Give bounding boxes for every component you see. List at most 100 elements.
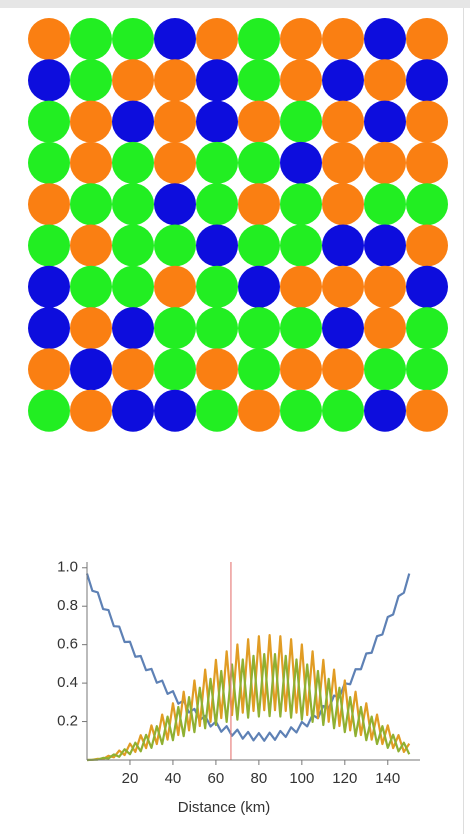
- grid-circle: [322, 141, 364, 184]
- grid-circle: [364, 224, 406, 267]
- grid-circle: [364, 59, 406, 102]
- grid-circle: [28, 183, 70, 226]
- grid-circle: [154, 59, 196, 102]
- grid-circle: [112, 18, 154, 60]
- grid-circle: [196, 18, 238, 60]
- grid-circle: [238, 100, 280, 143]
- grid-circle: [322, 348, 364, 391]
- grid-circle: [28, 348, 70, 391]
- grid-circle: [112, 141, 154, 184]
- grid-circle: [154, 265, 196, 308]
- grid-circle: [364, 141, 406, 184]
- x-axis-label: Distance (km): [178, 799, 271, 816]
- grid-circle: [364, 307, 406, 350]
- top-bar: [0, 0, 470, 8]
- grid-circle: [28, 224, 70, 267]
- grid-circle: [280, 265, 322, 308]
- grid-circle: [364, 100, 406, 143]
- circle-grid: [28, 18, 448, 432]
- line-chart: Distance (km) 20 40 60 80 100 120 140 0.2 0.4 0.6…: [57, 559, 420, 816]
- grid-circle: [238, 265, 280, 308]
- grid-circle: [238, 389, 280, 432]
- grid-circle: [322, 389, 364, 432]
- grid-circle: [154, 183, 196, 226]
- grid-circle: [406, 224, 448, 267]
- grid-circle: [238, 18, 280, 60]
- grid-circle: [196, 224, 238, 267]
- grid-circle: [28, 307, 70, 350]
- grid-circle: [70, 59, 112, 102]
- grid-circle: [238, 183, 280, 226]
- grid-circle: [112, 307, 154, 350]
- x-tick-label: 20: [122, 770, 139, 787]
- y-tick-label: 0.8: [57, 597, 78, 614]
- grid-circle: [70, 348, 112, 391]
- grid-circle: [364, 348, 406, 391]
- grid-circle: [112, 59, 154, 102]
- grid-circle: [28, 389, 70, 432]
- grid-circle: [364, 18, 406, 60]
- grid-circle: [70, 141, 112, 184]
- grid-circle: [154, 224, 196, 267]
- grid-circle: [196, 100, 238, 143]
- grid-circle: [70, 224, 112, 267]
- x-tick-label: 100: [289, 770, 314, 787]
- grid-circle: [364, 389, 406, 432]
- grid-circle: [28, 141, 70, 184]
- grid-circle: [196, 307, 238, 350]
- grid-circle: [112, 183, 154, 226]
- grid-circle: [364, 265, 406, 308]
- grid-circle: [196, 265, 238, 308]
- grid-circle: [112, 224, 154, 267]
- grid-circle: [406, 389, 448, 432]
- y-tick-label: 1.0: [57, 559, 78, 576]
- grid-circle: [154, 100, 196, 143]
- grid-circle: [70, 307, 112, 350]
- x-tick-label: 40: [165, 770, 182, 787]
- x-tick-label: 80: [251, 770, 268, 787]
- x-tick-label: 120: [332, 770, 357, 787]
- x-tick-label: 140: [375, 770, 400, 787]
- grid-circle: [112, 348, 154, 391]
- grid-circle: [70, 183, 112, 226]
- grid-circle: [322, 59, 364, 102]
- y-tick-label: 0.6: [57, 636, 78, 653]
- grid-circle: [406, 307, 448, 350]
- grid-circle: [406, 183, 448, 226]
- grid-circle: [196, 141, 238, 184]
- grid-circle: [238, 141, 280, 184]
- grid-circle: [238, 307, 280, 350]
- grid-circle: [154, 389, 196, 432]
- grid-circle: [322, 183, 364, 226]
- grid-circle: [238, 348, 280, 391]
- grid-circle: [154, 18, 196, 60]
- grid-circle: [28, 18, 70, 60]
- grid-circle: [280, 307, 322, 350]
- grid-circle: [70, 18, 112, 60]
- grid-circle: [322, 100, 364, 143]
- grid-circle: [406, 59, 448, 102]
- grid-circle: [406, 265, 448, 308]
- y-tick-label: 0.4: [57, 674, 78, 691]
- grid-circle: [280, 224, 322, 267]
- series-line: [85, 573, 411, 742]
- grid-circle: [196, 183, 238, 226]
- grid-circle: [280, 348, 322, 391]
- grid-circle: [154, 348, 196, 391]
- grid-circle: [364, 183, 406, 226]
- grid-circle: [238, 59, 280, 102]
- grid-circle: [154, 141, 196, 184]
- grid-circle: [28, 100, 70, 143]
- grid-circle: [280, 141, 322, 184]
- grid-circle: [322, 307, 364, 350]
- grid-circle: [322, 18, 364, 60]
- grid-circle: [70, 100, 112, 143]
- y-tick-label: 0.2: [57, 713, 78, 730]
- grid-circle: [280, 18, 322, 60]
- grid-circle: [280, 183, 322, 226]
- grid-circle: [280, 389, 322, 432]
- grid-circle: [406, 141, 448, 184]
- x-tick-label: 60: [208, 770, 225, 787]
